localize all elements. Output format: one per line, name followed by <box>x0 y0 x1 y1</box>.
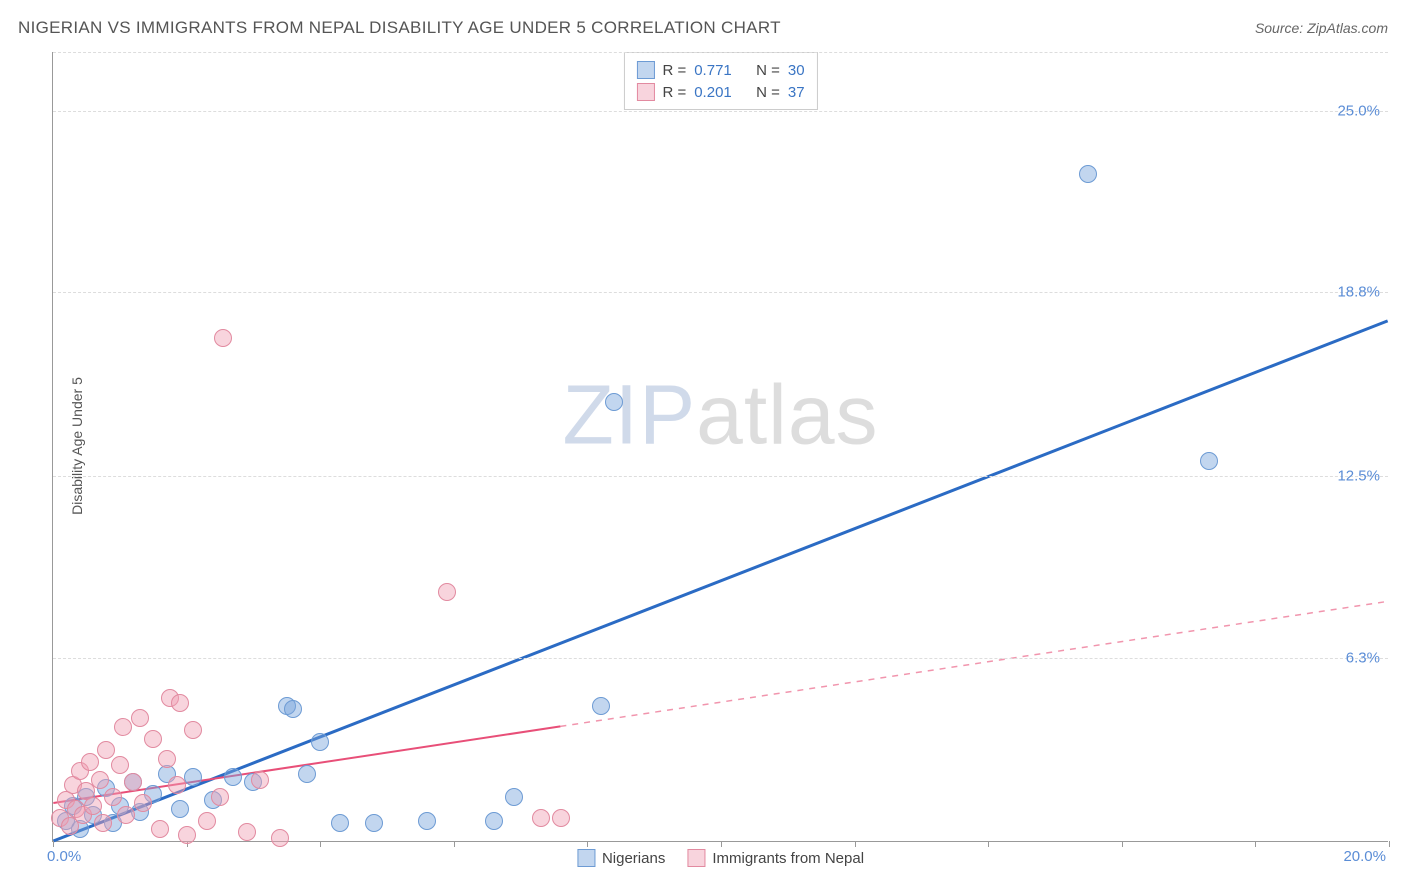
data-point-nepal <box>532 809 550 827</box>
trendlines-svg <box>53 52 1388 841</box>
x-tick <box>1389 841 1390 847</box>
watermark: ZIPatlas <box>562 366 878 463</box>
y-tick-label: 6.3% <box>1346 649 1380 666</box>
data-point-nepal <box>184 721 202 739</box>
trendline-extrapolated-nepal <box>560 601 1387 726</box>
legend-item-nepal: Immigrants from Nepal <box>687 849 864 867</box>
x-tick <box>1255 841 1256 847</box>
swatch-nigerians-icon <box>636 61 654 79</box>
data-point-nigerians <box>298 765 316 783</box>
data-point-nepal <box>84 797 102 815</box>
data-point-nepal <box>131 709 149 727</box>
data-point-nigerians <box>1200 452 1218 470</box>
source-name: ZipAtlas.com <box>1307 20 1388 36</box>
data-point-nepal <box>271 829 289 847</box>
swatch-nepal-icon <box>636 83 654 101</box>
x-tick <box>454 841 455 847</box>
y-tick-label: 25.0% <box>1337 102 1380 119</box>
data-point-nigerians <box>331 814 349 832</box>
data-point-nigerians <box>365 814 383 832</box>
data-point-nigerians <box>284 700 302 718</box>
data-point-nigerians <box>1079 165 1097 183</box>
stats-legend: R = 0.771 N = 30 R = 0.201 N = 37 <box>623 52 817 110</box>
data-point-nepal <box>211 788 229 806</box>
data-point-nepal <box>111 756 129 774</box>
stats-row-nigerians: R = 0.771 N = 30 <box>636 59 804 81</box>
x-origin-label: 0.0% <box>47 848 81 865</box>
source-label: Source: <box>1255 20 1307 36</box>
data-point-nepal <box>104 788 122 806</box>
r-value-nepal: 0.201 <box>694 84 732 101</box>
x-tick <box>721 841 722 847</box>
data-point-nepal <box>97 741 115 759</box>
data-point-nepal <box>94 814 112 832</box>
data-point-nepal <box>178 826 196 844</box>
trendline-nigerians <box>53 321 1387 841</box>
data-point-nepal <box>158 750 176 768</box>
r-value-nigerians: 0.771 <box>694 62 732 79</box>
data-point-nepal <box>124 773 142 791</box>
data-point-nigerians <box>171 800 189 818</box>
legend-label-nepal: Immigrants from Nepal <box>712 850 864 867</box>
header-bar: NIGERIAN VS IMMIGRANTS FROM NEPAL DISABI… <box>18 18 1388 38</box>
x-tick <box>1122 841 1123 847</box>
chart-container: NIGERIAN VS IMMIGRANTS FROM NEPAL DISABI… <box>0 0 1406 892</box>
gridline <box>53 52 1388 53</box>
data-point-nepal <box>251 771 269 789</box>
swatch-nepal-icon <box>687 849 705 867</box>
n-label: N = <box>756 84 780 101</box>
watermark-atlas: atlas <box>696 367 878 461</box>
data-point-nigerians <box>311 733 329 751</box>
y-tick-label: 18.8% <box>1337 283 1380 300</box>
y-tick-label: 12.5% <box>1337 468 1380 485</box>
data-point-nepal <box>81 753 99 771</box>
data-point-nepal <box>171 694 189 712</box>
data-point-nepal <box>214 329 232 347</box>
data-point-nepal <box>91 771 109 789</box>
stats-row-nepal: R = 0.201 N = 37 <box>636 81 804 103</box>
n-value-nepal: 37 <box>788 84 805 101</box>
gridline <box>53 111 1388 112</box>
series-legend: Nigerians Immigrants from Nepal <box>577 849 864 867</box>
data-point-nepal <box>151 820 169 838</box>
data-point-nepal <box>438 583 456 601</box>
watermark-zip: ZIP <box>562 367 696 461</box>
data-point-nigerians <box>184 768 202 786</box>
data-point-nigerians <box>592 697 610 715</box>
r-label: R = <box>662 62 686 79</box>
data-point-nepal <box>134 794 152 812</box>
data-point-nigerians <box>605 393 623 411</box>
legend-label-nigerians: Nigerians <box>602 850 665 867</box>
n-label: N = <box>756 62 780 79</box>
r-label: R = <box>662 84 686 101</box>
data-point-nigerians <box>485 812 503 830</box>
data-point-nigerians <box>418 812 436 830</box>
data-point-nepal <box>238 823 256 841</box>
source-attribution: Source: ZipAtlas.com <box>1255 20 1388 36</box>
n-value-nigerians: 30 <box>788 62 805 79</box>
x-tick <box>587 841 588 847</box>
data-point-nepal <box>117 806 135 824</box>
x-tick <box>988 841 989 847</box>
x-tick <box>53 841 54 847</box>
x-max-label: 20.0% <box>1343 848 1386 865</box>
data-point-nepal <box>552 809 570 827</box>
data-point-nigerians <box>224 768 242 786</box>
gridline <box>53 292 1388 293</box>
gridline <box>53 476 1388 477</box>
data-point-nepal <box>144 730 162 748</box>
data-point-nepal <box>168 776 186 794</box>
gridline <box>53 658 1388 659</box>
x-tick <box>320 841 321 847</box>
plot-area: ZIPatlas R = 0.771 N = 30 R = 0.201 N = … <box>52 52 1388 842</box>
chart-title: NIGERIAN VS IMMIGRANTS FROM NEPAL DISABI… <box>18 18 781 38</box>
data-point-nigerians <box>505 788 523 806</box>
data-point-nepal <box>198 812 216 830</box>
data-point-nepal <box>114 718 132 736</box>
x-tick <box>855 841 856 847</box>
swatch-nigerians-icon <box>577 849 595 867</box>
legend-item-nigerians: Nigerians <box>577 849 665 867</box>
